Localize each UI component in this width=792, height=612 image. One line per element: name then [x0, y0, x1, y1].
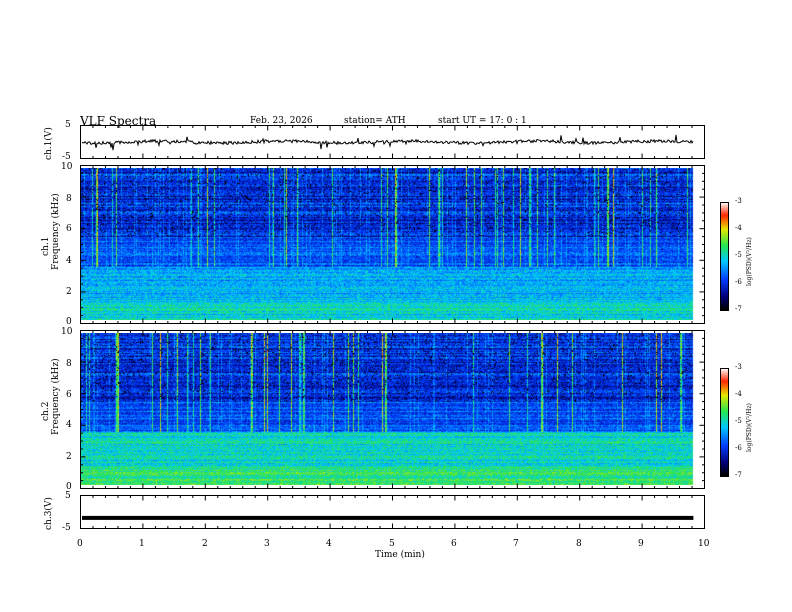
station-label: station= ATH	[344, 116, 406, 126]
xtick-8: 8	[576, 539, 582, 549]
date-label: Feb. 23, 2026	[250, 116, 313, 126]
spec2-ytick-4: 4	[66, 420, 72, 430]
figure-title: VLF Spectra	[80, 114, 157, 128]
spec1-ytick-0: 0	[66, 317, 72, 327]
ch1-ytick-minus5: -5	[62, 152, 71, 162]
ch3-voltage-trace	[82, 515, 694, 520]
spec2-ytick-8: 8	[66, 359, 72, 369]
spec2-ytick-10: 10	[61, 327, 73, 337]
xtick-3: 3	[264, 539, 270, 549]
ch1-colorbar	[720, 202, 728, 310]
cb1-frame	[720, 202, 729, 311]
cb2-tick-minus3: -3	[735, 363, 742, 371]
ch1-spectrogram-frame	[80, 165, 705, 324]
xtick-7: 7	[513, 539, 519, 549]
spec2-ytick-6: 6	[66, 390, 72, 400]
xtick-6: 6	[451, 539, 457, 549]
xtick-10: 10	[698, 539, 710, 549]
ch2-spectrogram-frame	[80, 330, 705, 489]
xtick-9: 9	[638, 539, 644, 549]
panel-frames	[80, 125, 729, 529]
cb2-tick-minus5: -5	[735, 417, 742, 425]
spec1-ytick-10: 10	[61, 162, 73, 172]
ch1-ytick-5: 5	[65, 120, 71, 130]
ch2-spectrogram-heatmap	[80, 333, 694, 485]
spec1-ytick-6: 6	[66, 224, 72, 234]
cb2-tick-minus6: -6	[735, 444, 742, 452]
ch1-voltage-trace	[81, 134, 694, 151]
spec1-ytick-4: 4	[66, 256, 72, 266]
xtick-2: 2	[202, 539, 208, 549]
cb1-tick-minus7: -7	[735, 305, 742, 313]
spec1-ytick-2: 2	[66, 287, 72, 297]
xtick-0: 0	[77, 539, 83, 549]
cb1-tick-minus6: -6	[735, 278, 742, 286]
ch3-ytick-minus5: -5	[62, 523, 71, 533]
cb1-tick-minus5: -5	[735, 251, 742, 259]
axis-ticks	[80, 125, 705, 529]
spec2-ytick-2: 2	[66, 452, 72, 462]
xtick-5: 5	[389, 539, 395, 549]
spec2-ytick-0: 0	[66, 482, 72, 492]
cb2-tick-minus4: -4	[735, 390, 742, 398]
spec1-ytick-8: 8	[66, 194, 72, 204]
ch2-colorbar	[720, 368, 728, 476]
cb1-tick-minus3: -3	[735, 197, 742, 205]
ch1-spectrogram-heatmap	[80, 168, 694, 320]
start-time-label: start UT = 17: 0 : 1	[438, 116, 527, 126]
cb1-tick-minus4: -4	[735, 224, 742, 232]
ch3-ytick-5: 5	[65, 491, 71, 501]
x-axis-label: Time (min)	[375, 550, 425, 560]
cb2-tick-minus7: -7	[735, 471, 742, 479]
xtick-1: 1	[139, 539, 145, 549]
xtick-4: 4	[326, 539, 332, 549]
cb2-frame	[720, 368, 729, 477]
